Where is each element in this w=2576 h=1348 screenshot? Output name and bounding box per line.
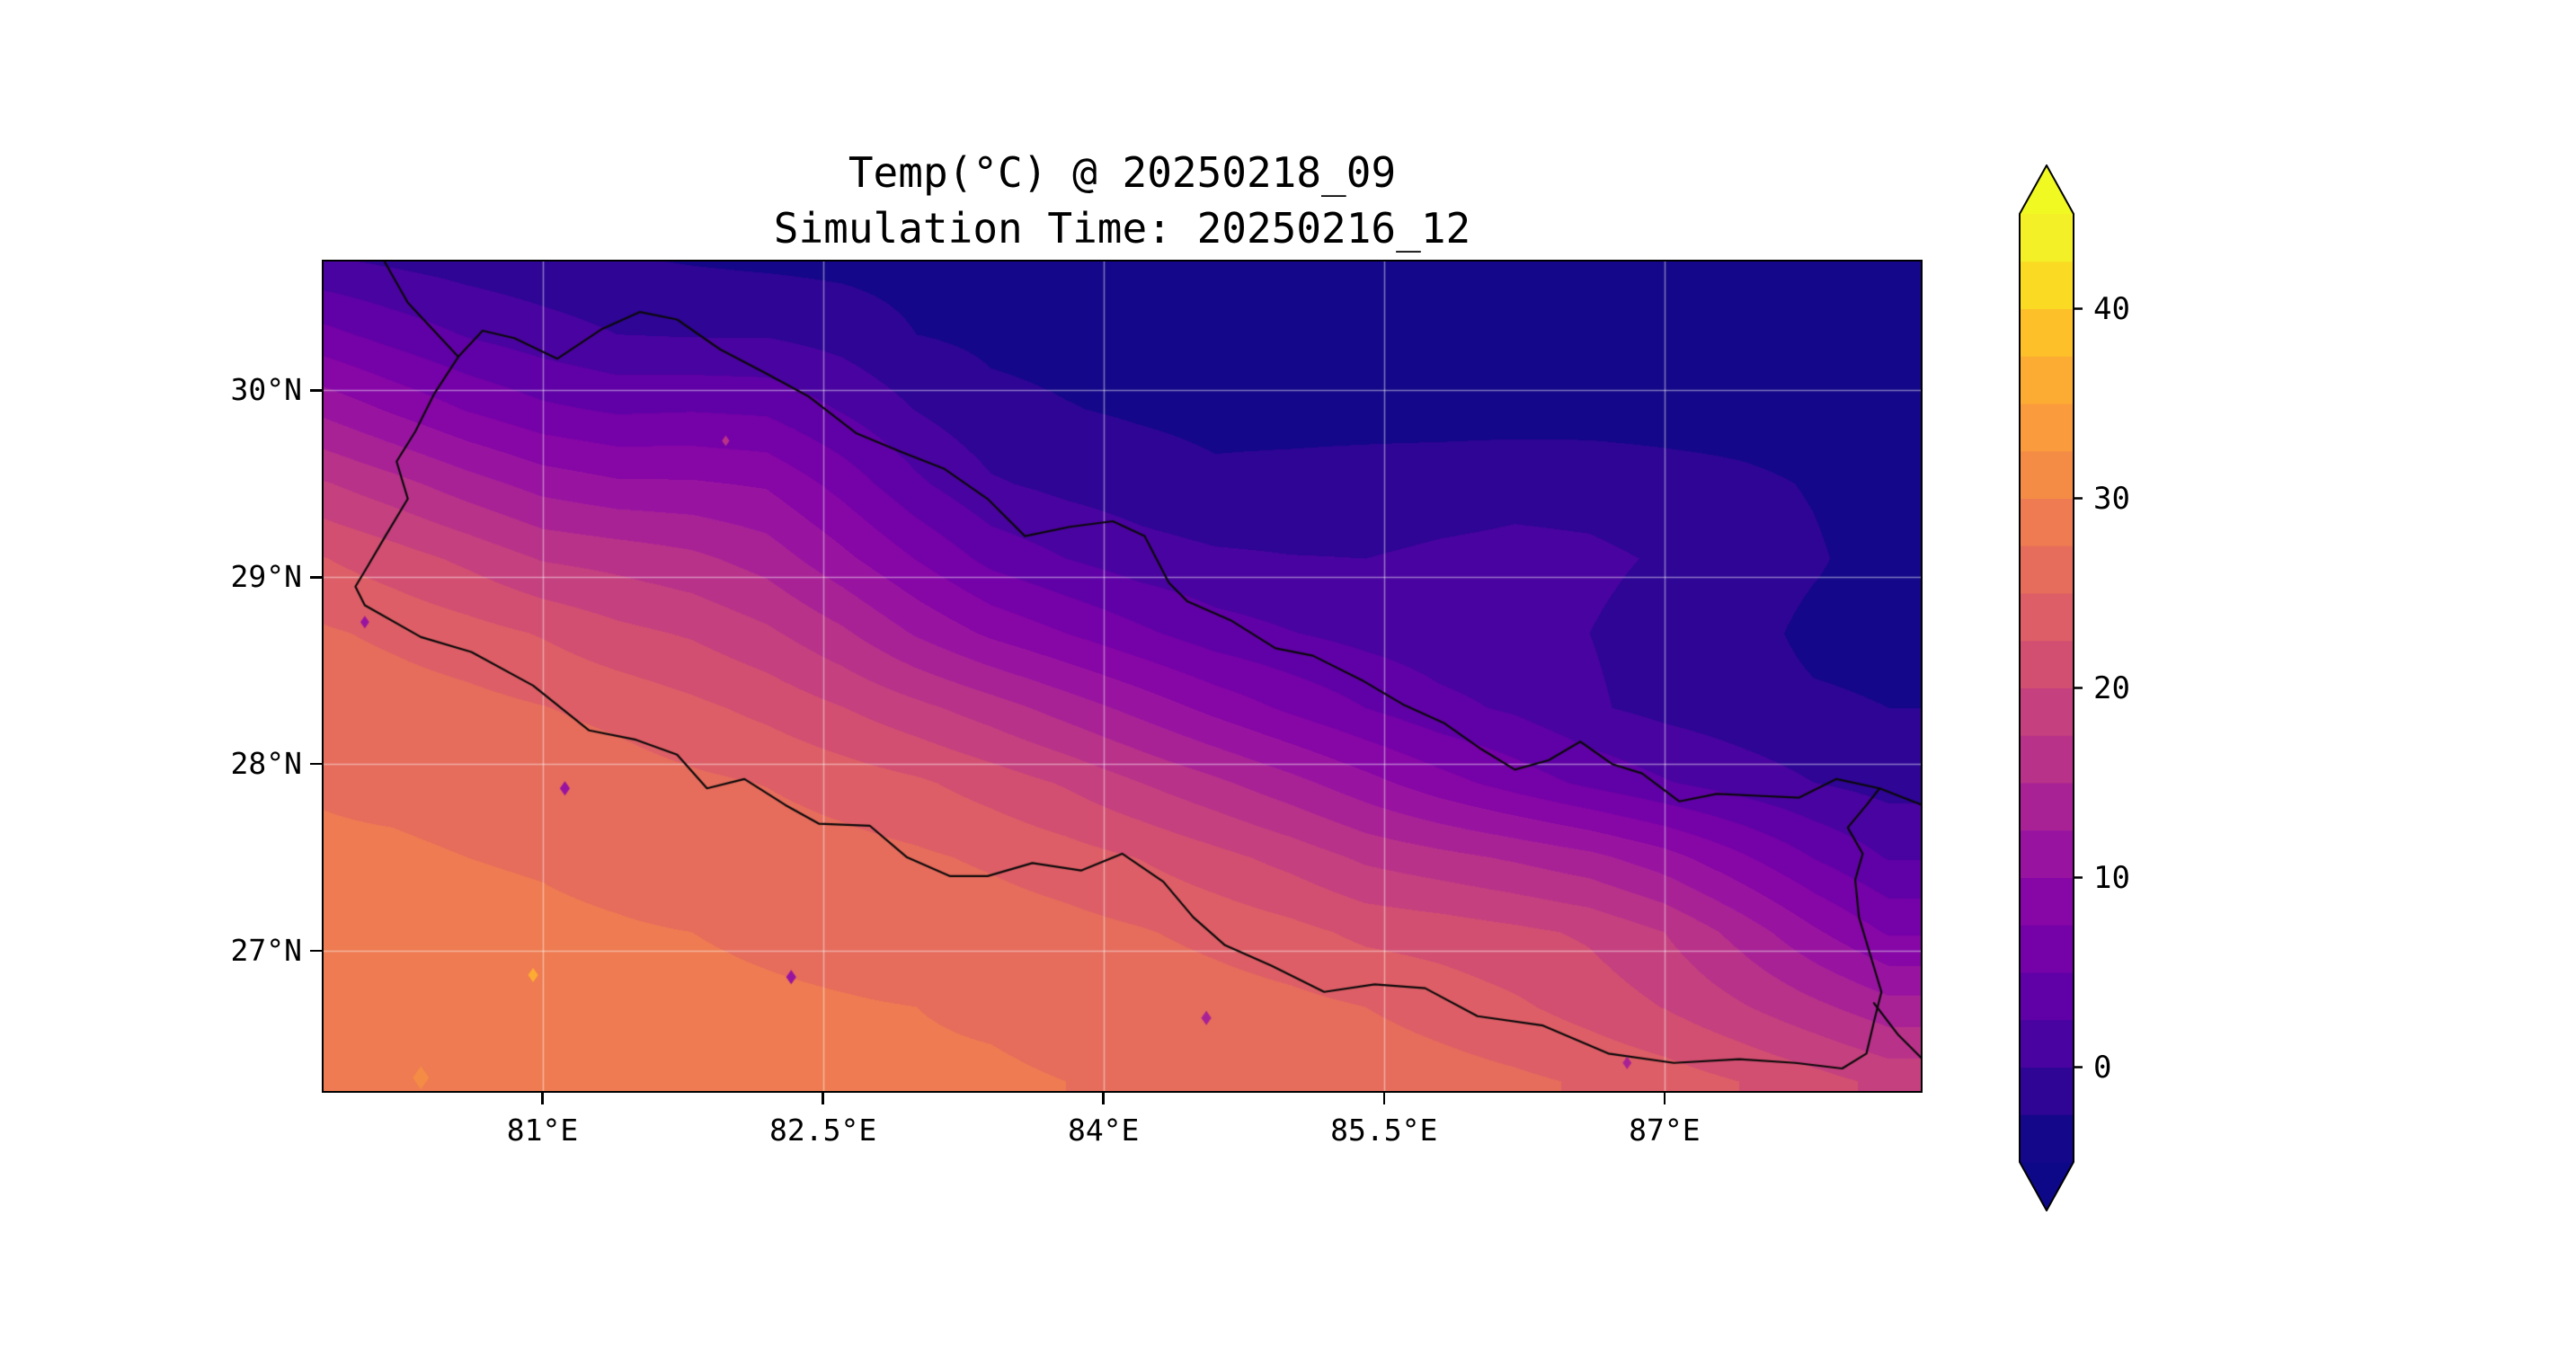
y-tick-label: 29°N <box>230 559 302 595</box>
x-tick-label: 85.5°E <box>1330 1113 1438 1148</box>
colorbar-band <box>2020 214 2074 262</box>
x-tick-mark <box>1382 1093 1386 1104</box>
plot-subtitle: Simulation Time: 20250216_12 <box>773 204 1471 253</box>
temperature-field-map <box>322 260 1923 1093</box>
x-tick-mark <box>1102 1093 1105 1104</box>
colorbar-band <box>2020 735 2074 784</box>
colorbar-under-arrow <box>2020 1162 2074 1211</box>
colorbar-band <box>2020 829 2074 878</box>
colorbar-band <box>2020 925 2074 973</box>
x-tick-mark <box>541 1093 544 1104</box>
x-tick-label: 81°E <box>506 1113 579 1148</box>
colorbar-tick-label: 30 <box>2093 480 2130 517</box>
colorbar-band <box>2020 877 2074 926</box>
x-tick-mark <box>822 1093 824 1104</box>
colorbar-tick-label: 0 <box>2093 1049 2112 1086</box>
colorbar-outline <box>2019 164 2074 1211</box>
title-block: Temp(°C) @ 20250218_09 Simulation Time: … <box>322 145 1923 256</box>
colorbar-tick-label: 20 <box>2093 670 2130 706</box>
colorbar-band <box>2020 545 2074 594</box>
x-tick-label: 87°E <box>1629 1113 1701 1148</box>
colorbar-band <box>2020 783 2074 831</box>
y-tick-label: 28°N <box>230 746 302 782</box>
colorbar-tick-label: 10 <box>2093 859 2130 896</box>
colorbar-band <box>2020 687 2074 736</box>
colorbar-band <box>2020 593 2074 642</box>
colorbar-over-arrow <box>2020 165 2074 214</box>
colorbar-band <box>2020 640 2074 688</box>
colorbar-band <box>2020 450 2074 499</box>
x-tick-label: 82.5°E <box>768 1113 877 1148</box>
colorbar-band <box>2020 356 2074 404</box>
y-tick-mark <box>310 389 322 392</box>
colorbar-band <box>2020 1114 2074 1163</box>
colorbar-band <box>2020 972 2074 1021</box>
colorbar-tick-label: 40 <box>2093 290 2130 327</box>
y-tick-mark <box>310 762 322 766</box>
y-tick-label: 30°N <box>230 372 302 408</box>
colorbar-band <box>2020 261 2074 309</box>
x-tick-label: 84°E <box>1067 1113 1140 1148</box>
colorbar-band <box>2020 308 2074 357</box>
colorbar <box>2019 164 2083 1211</box>
y-tick-label: 27°N <box>230 933 302 969</box>
x-tick-mark <box>1663 1093 1666 1104</box>
plot-title: Temp(°C) @ 20250218_09 <box>848 148 1397 197</box>
y-tick-mark <box>310 949 322 953</box>
colorbar-band <box>2020 404 2074 452</box>
y-tick-mark <box>310 576 322 579</box>
colorbar-band <box>2020 1019 2074 1068</box>
colorbar-band <box>2020 498 2074 546</box>
colorbar-band <box>2020 1067 2074 1115</box>
